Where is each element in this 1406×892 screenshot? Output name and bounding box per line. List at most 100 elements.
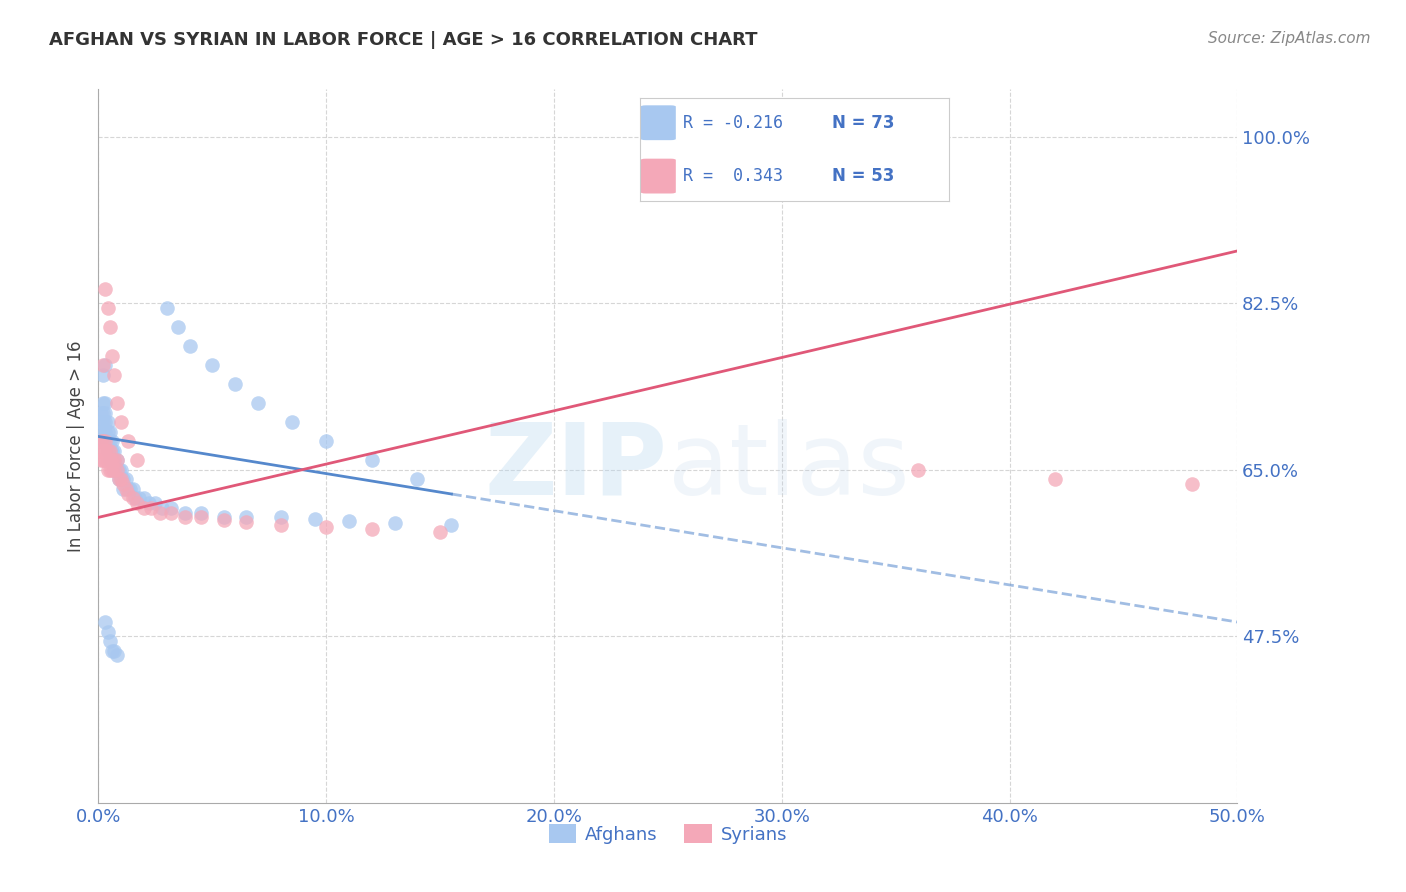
Point	[90, 453, 112, 467]
Point	[98, 434, 121, 449]
Point	[91, 434, 114, 449]
Point	[132, 500, 155, 515]
Point	[124, 491, 146, 506]
Point	[91, 358, 114, 372]
Text: Source: ZipAtlas.com: Source: ZipAtlas.com	[1208, 31, 1371, 46]
Point	[139, 500, 162, 515]
Point	[110, 472, 132, 486]
Point	[101, 453, 124, 467]
Point	[190, 506, 212, 520]
Point	[91, 443, 114, 458]
Text: N = 53: N = 53	[831, 167, 894, 185]
Point	[90, 434, 112, 449]
Point	[429, 524, 451, 539]
Point	[138, 496, 160, 510]
Point	[270, 510, 292, 524]
Point	[101, 349, 124, 363]
Point	[235, 510, 257, 524]
Point	[337, 514, 360, 528]
Point	[304, 512, 326, 526]
Point	[201, 358, 224, 372]
Point	[114, 482, 136, 496]
Point	[101, 443, 124, 458]
Point	[907, 463, 929, 477]
Point	[98, 425, 121, 439]
Point	[96, 443, 118, 458]
Point	[190, 510, 212, 524]
Point	[90, 434, 112, 449]
Point	[117, 482, 139, 496]
Point	[105, 463, 128, 477]
Point	[91, 396, 114, 410]
Point	[384, 516, 406, 530]
Point	[108, 463, 131, 477]
Point	[105, 453, 128, 467]
Text: R =  0.343: R = 0.343	[683, 167, 783, 185]
Point	[117, 434, 139, 449]
Point	[440, 518, 463, 533]
Point	[96, 453, 118, 467]
Point	[96, 434, 118, 449]
Point	[103, 463, 125, 477]
Point	[315, 520, 337, 534]
Point	[103, 368, 125, 382]
Point	[128, 491, 150, 506]
Point	[94, 443, 117, 458]
Point	[174, 510, 197, 524]
Point	[127, 496, 149, 510]
Point	[108, 472, 131, 486]
Point	[91, 453, 114, 467]
Point	[105, 453, 128, 467]
Point	[121, 482, 143, 496]
Point	[103, 453, 125, 467]
Point	[121, 491, 143, 506]
Point	[108, 472, 131, 486]
Point	[103, 463, 125, 477]
Point	[110, 415, 132, 429]
Point	[91, 368, 114, 382]
Point	[167, 320, 190, 334]
Point	[94, 415, 117, 429]
Text: R = -0.216: R = -0.216	[683, 114, 783, 132]
Point	[120, 482, 142, 496]
Point	[160, 506, 183, 520]
Point	[103, 643, 125, 657]
Point	[212, 513, 235, 527]
Point	[101, 643, 124, 657]
Legend: Afghans, Syrians: Afghans, Syrians	[541, 817, 794, 851]
Point	[96, 624, 118, 639]
Point	[98, 634, 121, 648]
Point	[160, 500, 183, 515]
Point	[94, 282, 117, 296]
Point	[103, 453, 125, 467]
Point	[156, 301, 179, 315]
Point	[98, 453, 121, 467]
Text: N = 73: N = 73	[831, 114, 894, 132]
Point	[315, 434, 337, 449]
Point	[212, 510, 235, 524]
Point	[90, 443, 112, 458]
Point	[117, 486, 139, 500]
Text: atlas: atlas	[668, 419, 910, 516]
Point	[96, 463, 118, 477]
Point	[105, 463, 128, 477]
Point	[96, 425, 118, 439]
Point	[90, 425, 112, 439]
Point	[94, 396, 117, 410]
Point	[105, 648, 128, 663]
Point	[90, 406, 112, 420]
Point	[127, 453, 149, 467]
Point	[101, 434, 124, 449]
Point	[360, 522, 382, 536]
FancyBboxPatch shape	[640, 104, 676, 141]
Point	[98, 463, 121, 477]
Point	[96, 443, 118, 458]
Point	[94, 425, 117, 439]
Point	[103, 443, 125, 458]
Point	[98, 320, 121, 334]
Point	[90, 415, 112, 429]
Point	[101, 453, 124, 467]
Point	[174, 506, 197, 520]
Point	[112, 477, 135, 491]
Point	[91, 406, 114, 420]
